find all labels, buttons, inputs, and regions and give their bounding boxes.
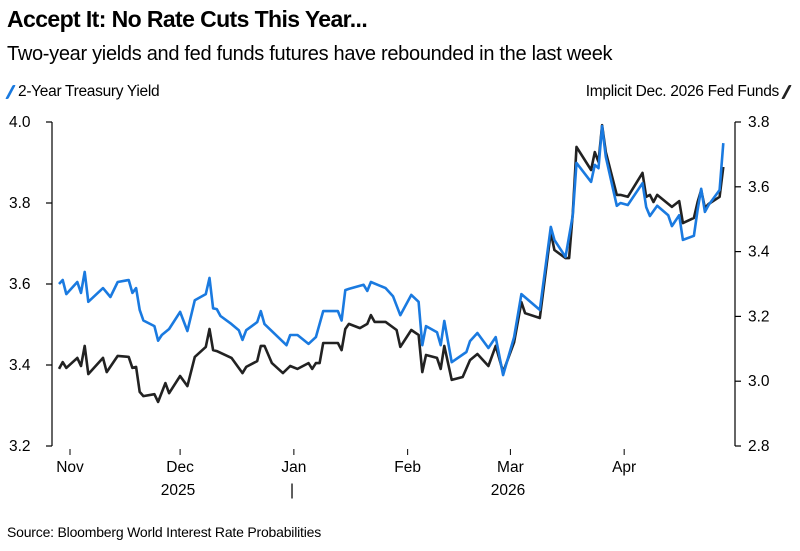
left-axis-tick-label: 3.2 bbox=[9, 438, 31, 455]
legend-label-fed-funds: Implicit Dec. 2026 Fed Funds bbox=[585, 83, 780, 100]
chart-subtitle: Two-year yields and fed funds futures ha… bbox=[7, 43, 613, 65]
x-axis-tick-label: Nov bbox=[56, 459, 84, 476]
right-axis-tick-label: 3.2 bbox=[748, 308, 770, 325]
right-axis-tick-label: 3.6 bbox=[748, 179, 770, 196]
left-axis-tick-label: 3.8 bbox=[9, 195, 31, 212]
legend-item-treasury: 2-Year Treasury Yield bbox=[5, 83, 160, 101]
legend-item-fed-funds: Implicit Dec. 2026 Fed Funds bbox=[585, 83, 792, 101]
left-axis-tick-label: 3.4 bbox=[9, 357, 31, 374]
x-axis-tick-label: Feb bbox=[394, 459, 421, 476]
x-axis-tick-label: Dec bbox=[166, 459, 194, 476]
right-axis-tick-label: 3.0 bbox=[748, 373, 770, 390]
source-note: Source: Bloomberg World Interest Rate Pr… bbox=[7, 524, 322, 540]
left-axis-tick-label: 4.0 bbox=[9, 114, 31, 131]
x-axis-tick-label: Mar bbox=[497, 459, 524, 476]
right-axis-tick-label: 2.8 bbox=[748, 438, 770, 455]
series-line-treasury bbox=[58, 124, 725, 377]
legend-label-treasury: 2-Year Treasury Yield bbox=[18, 83, 160, 100]
chart-title: Accept It: No Rate Cuts This Year... bbox=[7, 6, 368, 32]
series-line-fed-funds bbox=[57, 123, 725, 404]
x-axis-year-label: | bbox=[290, 482, 294, 499]
left-axis-tick-label: 3.6 bbox=[9, 276, 31, 293]
right-axis-tick-label: 3.8 bbox=[748, 114, 770, 131]
x-axis-tick-label: Jan bbox=[281, 459, 306, 476]
x-axis-tick-label: Apr bbox=[612, 459, 636, 476]
x-axis-year-label: 2025 bbox=[161, 482, 195, 499]
right-axis-tick-label: 3.4 bbox=[748, 244, 770, 261]
x-axis-year-label: 2026 bbox=[491, 482, 525, 499]
